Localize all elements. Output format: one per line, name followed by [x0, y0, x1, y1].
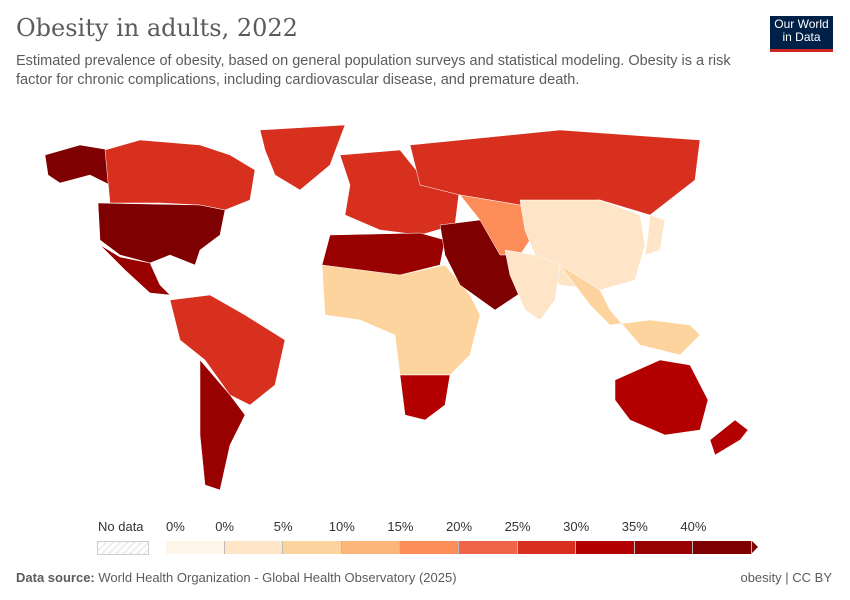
country-region[interactable] [259, 124, 346, 191]
country-region[interactable] [99, 244, 171, 296]
country-region[interactable] [644, 214, 666, 256]
legend-bin[interactable] [517, 541, 577, 554]
footer-source: Data source: World Health Organization -… [16, 570, 457, 585]
legend-bin[interactable] [576, 541, 635, 554]
country-region[interactable] [559, 264, 701, 356]
source-link[interactable]: World Health Organization - Global Healt… [98, 570, 457, 585]
legend-tick: 25% [504, 519, 531, 534]
country-region[interactable] [97, 202, 226, 266]
country-region[interactable] [169, 294, 286, 406]
legend-tick: 0% [166, 519, 185, 534]
legend-bin[interactable] [458, 541, 518, 554]
country-region[interactable] [104, 139, 256, 211]
legend-arrow [751, 541, 758, 553]
legend-tick: 30% [563, 519, 590, 534]
subtitle: Estimated prevalence of obesity, based o… [16, 53, 731, 88]
country-region[interactable] [44, 144, 111, 186]
logo-line: in Data [782, 30, 821, 44]
legend-bin[interactable] [693, 541, 752, 554]
country-region[interactable] [399, 374, 451, 421]
legend-tick: 5% [273, 519, 293, 534]
legend-bin[interactable] [224, 541, 284, 554]
legend-tick: 20% [445, 519, 473, 534]
legend-bin[interactable] [400, 541, 459, 554]
world-map[interactable] [0, 115, 850, 510]
legend-no-data-swatch[interactable] [97, 541, 149, 555]
legend-tick: 35% [621, 519, 648, 534]
legend-tick: 15% [387, 519, 414, 534]
owid-logo[interactable]: Our World in Data [770, 16, 833, 52]
legend-tick: 0% [215, 519, 234, 534]
legend-tick: 10% [328, 519, 355, 534]
country-region[interactable] [199, 359, 246, 491]
legend-bin[interactable] [283, 541, 342, 554]
logo-line: Our World [774, 17, 829, 31]
country-region[interactable] [709, 419, 749, 456]
legend: No data 0% 0% 5% 10% 15% 20% 25% 30% 35% 40% [0, 515, 850, 555]
footer-license[interactable]: obesity | CC BY [740, 570, 832, 585]
country-region[interactable] [614, 359, 709, 436]
legend-no-data-label: No data [98, 519, 144, 534]
legend-bin[interactable] [166, 541, 225, 554]
page-title: Obesity in adults, 2022 [16, 14, 298, 42]
country-region[interactable] [409, 129, 701, 216]
country-region[interactable] [321, 264, 481, 376]
legend-bins [166, 541, 758, 554]
legend-bin[interactable] [341, 541, 401, 554]
source-label: Data source: [16, 570, 95, 585]
country-region[interactable] [504, 249, 561, 321]
country-region[interactable] [339, 149, 461, 236]
legend-tick: 40% [680, 519, 707, 534]
legend-bin[interactable] [634, 541, 694, 554]
